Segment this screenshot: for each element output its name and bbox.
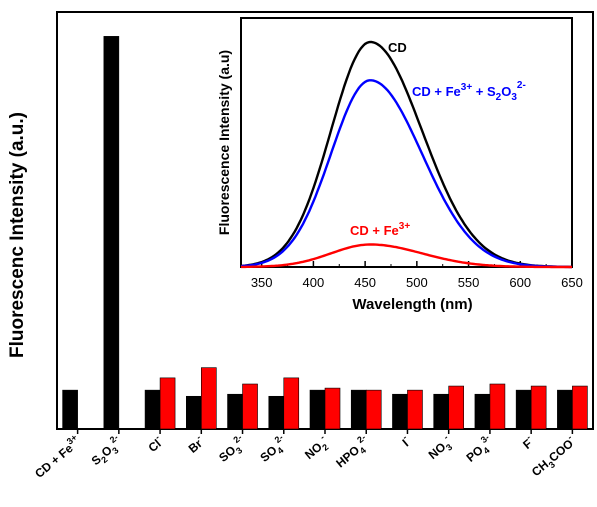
inset-x-axis-label: Wavelength (nm) bbox=[352, 296, 472, 313]
bar-black bbox=[62, 389, 78, 430]
inset-x-tick-label: 350 bbox=[251, 275, 273, 290]
bar-red bbox=[407, 389, 423, 430]
bar-black bbox=[186, 395, 202, 430]
x-tick-label: I- bbox=[398, 432, 414, 449]
bar-black bbox=[144, 389, 161, 430]
inset-y-axis-label: Fluorescence Intensity (a.u) bbox=[216, 50, 232, 235]
bar-black bbox=[474, 393, 491, 430]
bar-red bbox=[283, 377, 300, 430]
y-axis-label: Fluorescenc Intensity (a.u.) bbox=[7, 112, 28, 358]
bar-red bbox=[530, 385, 547, 430]
bar-black bbox=[433, 393, 449, 430]
x-tick-label: Cl- bbox=[144, 432, 166, 455]
bar-red bbox=[159, 377, 176, 430]
bar-black bbox=[515, 389, 532, 430]
inset-series-label: CD bbox=[388, 40, 407, 55]
x-tick-label: SO42- bbox=[256, 432, 292, 467]
bar-black bbox=[103, 36, 120, 430]
bar-red bbox=[201, 367, 217, 430]
x-tick-label: NO3- bbox=[424, 432, 457, 464]
inset-series-label: CD + Fe3+ bbox=[350, 221, 410, 238]
bar-black bbox=[268, 395, 285, 430]
x-tick-label: PO43- bbox=[462, 432, 498, 467]
inset-frame bbox=[240, 17, 573, 268]
bar-red bbox=[365, 389, 382, 430]
x-tick-label: CD + Fe3+ bbox=[30, 432, 83, 481]
bar-red bbox=[448, 385, 464, 430]
x-tick-label: S2O32- bbox=[87, 432, 127, 470]
inset-x-tick-label: 650 bbox=[561, 275, 583, 290]
x-tick-label: CH3COO- bbox=[527, 432, 580, 481]
bar-red bbox=[242, 383, 258, 430]
x-tick-label: F- bbox=[518, 432, 537, 452]
x-tick-label: HPO42- bbox=[331, 432, 374, 472]
bar-red bbox=[324, 387, 341, 430]
x-tick-label: Br- bbox=[184, 432, 207, 456]
inset-x-tick-label: 500 bbox=[406, 275, 428, 290]
x-tick-label: SO32- bbox=[214, 432, 250, 467]
inset-x-tick-label: 600 bbox=[509, 275, 531, 290]
inset-x-tick-label: 550 bbox=[458, 275, 480, 290]
inset-series-line bbox=[241, 243, 572, 269]
inset-x-tick-label: 450 bbox=[354, 275, 376, 290]
bar-red bbox=[489, 383, 506, 430]
inset-series-label: CD + Fe3+ + S2O32- bbox=[412, 80, 526, 103]
bar-black bbox=[227, 393, 243, 430]
bar-black bbox=[309, 389, 326, 430]
bar-black bbox=[557, 389, 573, 430]
bar-black bbox=[350, 389, 367, 430]
inset-series-line bbox=[240, 79, 572, 269]
x-tick-label: NO2- bbox=[300, 432, 333, 464]
inset-x-tick-label: 400 bbox=[303, 275, 325, 290]
bar-red bbox=[572, 385, 588, 430]
bar-black bbox=[392, 393, 408, 430]
